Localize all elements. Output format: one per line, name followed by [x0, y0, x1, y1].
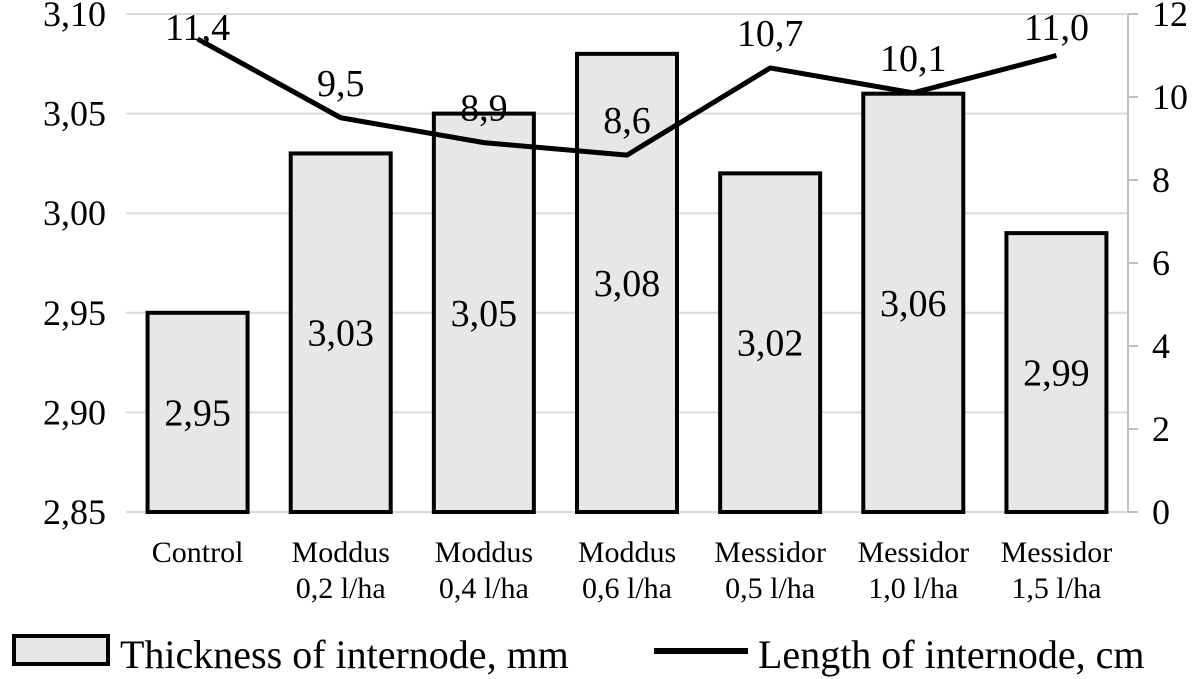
x-category-label: Moddus: [292, 536, 390, 569]
bar-data-labels: 2,95 3,03 3,05 3,08 3,02 3,06 2,99: [164, 263, 1089, 434]
line-value-label: 10,1: [880, 38, 947, 80]
series-line: [196, 36, 1058, 158]
bar-value-label: 3,05: [451, 293, 518, 335]
left-tick-label: 2,85: [43, 492, 106, 532]
legend-bar-swatch: [12, 634, 110, 666]
left-tick-label: 3,05: [43, 94, 106, 134]
x-category-label: 0,5 l/ha: [725, 572, 815, 605]
bar-value-label: 3,08: [594, 263, 661, 305]
bar: [1004, 231, 1109, 514]
right-tick-label: 4: [1152, 326, 1170, 366]
line-data-labels: 11,4 9,5 8,9 8,6 10,7 10,1 11,0: [165, 7, 1089, 142]
legend-line-label: Length of internode, cm: [758, 632, 1145, 677]
bar-value-label: 3,02: [737, 323, 804, 365]
legend-bar-label: Thickness of internode, mm: [120, 632, 569, 677]
bar: [288, 151, 393, 514]
x-category-label: 1,0 l/ha: [868, 572, 958, 605]
left-tick-label: 2,95: [43, 293, 106, 333]
bar-value-label: 3,03: [307, 313, 374, 355]
line-value-label: 8,9: [460, 88, 508, 130]
x-category-label: 0,6 l/ha: [582, 572, 672, 605]
x-category-label: Messidor: [1001, 536, 1113, 569]
x-category-label: Moddus: [578, 536, 676, 569]
right-tick-label: 8: [1152, 160, 1170, 200]
right-tick-label: 6: [1152, 243, 1170, 283]
bar: [575, 51, 679, 515]
bar-value-label: 3,06: [880, 283, 947, 325]
bar: [431, 111, 536, 514]
x-category-label: Moddus: [435, 536, 533, 569]
line-value-label: 10,7: [737, 13, 804, 55]
right-tick-label: 12: [1152, 0, 1188, 34]
left-tick-label: 2,90: [43, 392, 106, 432]
left-tick-label: 3,00: [43, 193, 106, 233]
line-value-label: 9,5: [317, 63, 365, 105]
line-value-label: 11,0: [1024, 7, 1089, 49]
legend: Thickness of internode, mm Length of int…: [12, 632, 1145, 677]
line-value-label: 11,4: [165, 7, 230, 49]
bar-series: [145, 51, 1109, 515]
line-value-label: 8,6: [603, 100, 651, 142]
right-tick-label: 10: [1152, 77, 1188, 117]
x-category-label: 0,2 l/ha: [296, 572, 386, 605]
bar: [861, 91, 966, 515]
left-tick-label: 3,10: [43, 0, 106, 34]
left-axis: 2,85 2,90 2,95 3,00 3,05 3,10: [43, 0, 106, 532]
line-series: [196, 36, 1058, 158]
x-category-label: 1,5 l/ha: [1011, 572, 1101, 605]
x-category-label: Messidor: [714, 536, 826, 569]
right-tick-label: 0: [1152, 492, 1170, 532]
bar-value-label: 2,99: [1023, 353, 1090, 395]
x-category-label: Messidor: [857, 536, 969, 569]
bar: [145, 310, 250, 514]
x-category-label: 0,4 l/ha: [439, 572, 529, 605]
bar-value-label: 2,95: [164, 392, 231, 434]
bar: [718, 171, 823, 515]
right-axis: 0 2 4 6 8 10 12: [1127, 0, 1188, 532]
right-tick-label: 2: [1152, 409, 1170, 449]
x-category-label: Control: [152, 536, 244, 569]
